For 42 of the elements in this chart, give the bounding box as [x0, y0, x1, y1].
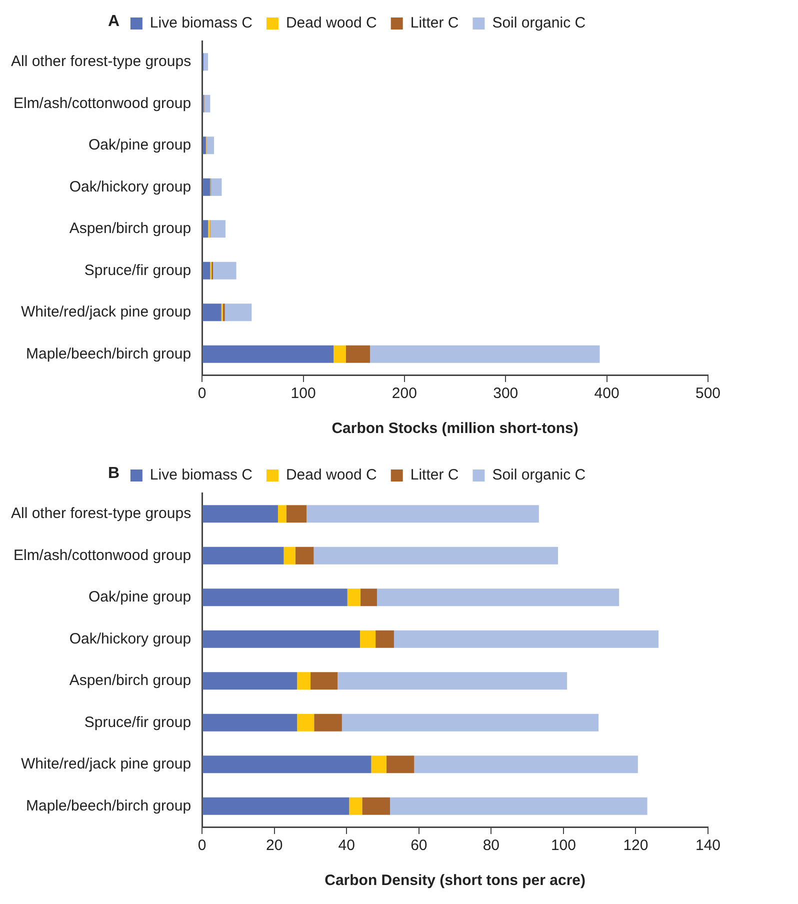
legend-label: Litter C [410, 466, 459, 484]
legend-label: Soil organic C [492, 466, 586, 484]
x-tick-label: 40 [338, 837, 355, 854]
y-tick-label: White/red/jack pine group [20, 304, 192, 321]
x-tick-label: 0 [198, 385, 206, 402]
x-tick-label: 140 [695, 837, 721, 854]
y-tick-label: Aspen/birch group [69, 672, 192, 690]
x-axis-title: Carbon Stocks (million short-tons) [332, 420, 578, 438]
x-tick-label: 200 [392, 385, 417, 402]
legend-label: Dead wood C [286, 466, 378, 484]
x-tick-label: 0 [198, 837, 206, 854]
x-tick-label: 120 [623, 837, 648, 854]
chart-title: A [108, 13, 120, 31]
y-tick-label: Spruce/fir group [84, 262, 192, 279]
legend-label: Live biomass C [150, 466, 253, 484]
legend-label: Live biomass C [150, 14, 253, 32]
x-tick-label: 80 [482, 837, 500, 854]
x-tick-label: 100 [290, 385, 316, 402]
y-tick-label: Oak/hickory group [69, 178, 192, 196]
y-tick-label: Maple/beech/birch group [26, 797, 192, 814]
x-tick-label: 60 [410, 837, 428, 854]
y-tick-label: Oak/pine group [88, 588, 192, 606]
x-tick-label: 300 [493, 385, 518, 402]
x-tick-label: 20 [266, 837, 283, 854]
y-tick-label: Elm/ash/cottonwood group [13, 94, 192, 112]
y-tick-label: All other forest-type groups [10, 505, 192, 522]
y-tick-label: All other forest-type groups [10, 53, 192, 70]
y-tick-label: Maple/beech/birch group [26, 345, 192, 362]
legend-label: Dead wood C [286, 14, 378, 32]
x-axis-title: Carbon Density (short tons per acre) [324, 872, 586, 890]
y-tick-label: Aspen/birch group [69, 220, 192, 238]
chart-title: B [108, 465, 120, 483]
x-tick-label: 400 [594, 385, 620, 402]
y-tick-label: White/red/jack pine group [20, 756, 192, 773]
y-tick-label: Elm/ash/cottonwood group [13, 546, 192, 564]
y-tick-label: Oak/pine group [88, 136, 192, 154]
y-tick-label: Oak/hickory group [69, 630, 192, 648]
x-tick-label: 500 [695, 385, 721, 402]
x-tick-label: 100 [550, 837, 576, 854]
legend-label: Soil organic C [492, 14, 586, 32]
y-tick-label: Spruce/fir group [84, 714, 192, 731]
legend-label: Litter C [410, 14, 459, 32]
